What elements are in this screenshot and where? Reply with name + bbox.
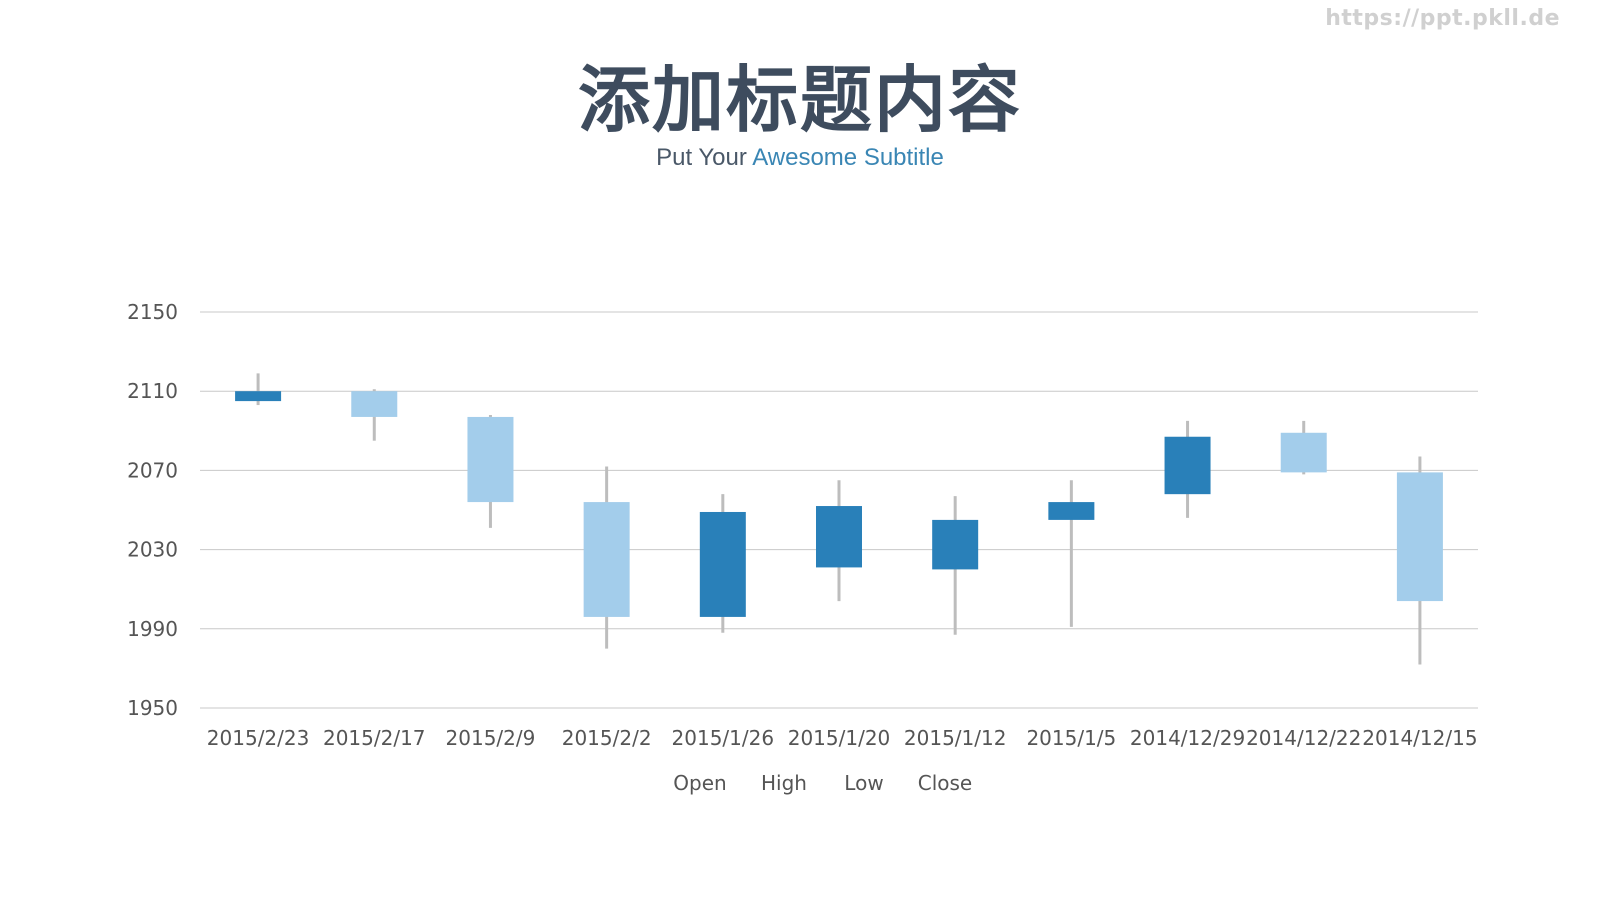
x-tick-label: 2015/2/2 xyxy=(562,726,652,750)
candle-body xyxy=(351,391,398,417)
y-tick-label: 2070 xyxy=(127,458,178,482)
legend-entry: Low xyxy=(844,771,883,795)
page-title: 添加标题内容 xyxy=(577,58,1022,142)
x-tick-label: 2015/2/17 xyxy=(323,726,426,750)
candle-body xyxy=(467,416,514,503)
legend-entry: High xyxy=(761,771,807,795)
candle-body xyxy=(235,391,282,402)
x-tick-label: 2015/1/5 xyxy=(1026,726,1116,750)
x-tick-label: 2014/12/29 xyxy=(1130,726,1245,750)
x-tick-label: 2015/1/26 xyxy=(672,726,775,750)
x-tick-label: 2015/2/23 xyxy=(207,726,310,750)
candle-body xyxy=(816,506,862,568)
subtitle-accent: Awesome Subtitle xyxy=(752,144,944,171)
y-tick-label: 1950 xyxy=(127,696,178,720)
page-subtitle: Put Your Awesome Subtitle xyxy=(0,144,1600,172)
x-tick-label: 2015/1/12 xyxy=(904,726,1007,750)
y-tick-label: 2030 xyxy=(127,538,178,562)
x-tick-label: 2014/12/22 xyxy=(1246,726,1361,750)
legend-entry: Open xyxy=(673,771,726,795)
candle-body xyxy=(1164,436,1211,495)
y-tick-label: 2110 xyxy=(127,379,178,403)
x-tick-label: 2015/2/9 xyxy=(446,726,536,750)
candle-body xyxy=(932,519,979,570)
candle-body xyxy=(1280,432,1327,473)
candle-body xyxy=(1396,472,1443,602)
subtitle-prefix: Put Your xyxy=(656,144,753,171)
x-tick-label: 2014/12/15 xyxy=(1362,726,1477,750)
candle-body xyxy=(1048,502,1095,520)
y-tick-label: 1990 xyxy=(127,617,178,641)
candle-body xyxy=(699,511,746,617)
y-tick-label: 2150 xyxy=(127,300,178,324)
candle-body xyxy=(583,502,630,617)
watermark-text: https://ppt.pkll.de xyxy=(1325,6,1560,31)
x-tick-label: 2015/1/20 xyxy=(788,726,891,750)
legend-entry: Close xyxy=(918,771,972,795)
